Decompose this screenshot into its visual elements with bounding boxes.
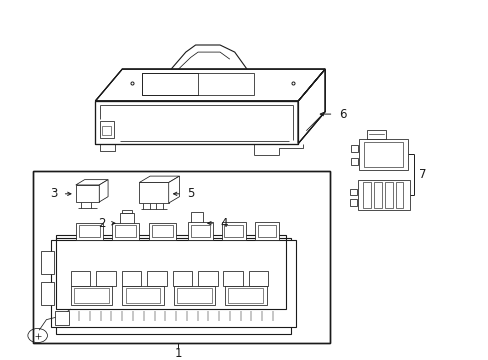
Bar — [115, 225, 136, 237]
Bar — [350, 145, 357, 152]
Text: 3: 3 — [50, 187, 58, 200]
Polygon shape — [56, 238, 290, 334]
Polygon shape — [139, 183, 168, 203]
Polygon shape — [139, 176, 179, 183]
Bar — [177, 288, 211, 303]
Text: 1: 1 — [174, 347, 182, 360]
Bar — [228, 288, 263, 303]
Bar — [142, 73, 198, 95]
Polygon shape — [95, 101, 298, 144]
Bar — [71, 285, 112, 305]
Polygon shape — [76, 180, 108, 185]
Polygon shape — [76, 185, 99, 202]
Bar — [395, 182, 403, 208]
Bar — [79, 225, 100, 237]
Bar — [349, 189, 356, 195]
Text: 2: 2 — [98, 217, 105, 230]
Bar — [221, 222, 245, 240]
Bar — [384, 182, 392, 208]
Bar — [152, 225, 173, 237]
Bar — [149, 223, 176, 240]
Bar — [122, 285, 163, 305]
Bar — [125, 288, 160, 303]
Text: 6: 6 — [338, 108, 346, 121]
Bar — [102, 126, 111, 135]
Bar — [254, 222, 279, 240]
Bar — [366, 130, 386, 139]
Bar — [223, 271, 243, 286]
Bar — [41, 282, 54, 305]
Bar — [112, 223, 139, 240]
Text: 4: 4 — [220, 217, 227, 230]
Bar — [33, 171, 329, 343]
Bar — [358, 180, 409, 210]
Bar — [147, 271, 166, 286]
Bar — [41, 251, 54, 274]
Polygon shape — [298, 69, 325, 144]
Bar — [224, 285, 266, 305]
Bar — [364, 143, 403, 167]
Bar — [190, 212, 203, 229]
Bar — [172, 271, 192, 286]
Bar — [248, 271, 268, 286]
Bar — [350, 158, 357, 165]
Bar — [191, 225, 209, 237]
Bar — [122, 271, 141, 286]
Bar — [74, 288, 109, 303]
Bar — [359, 139, 407, 170]
Bar — [363, 182, 370, 208]
Bar — [51, 240, 295, 327]
Polygon shape — [168, 176, 179, 203]
Bar — [349, 199, 356, 206]
Bar — [188, 222, 212, 240]
Bar — [100, 121, 114, 138]
Bar — [55, 311, 69, 325]
Bar — [120, 213, 134, 227]
Polygon shape — [99, 180, 108, 202]
Bar — [142, 73, 254, 95]
Bar — [56, 235, 285, 309]
Bar — [96, 271, 116, 286]
Polygon shape — [95, 69, 325, 144]
Text: 7: 7 — [418, 168, 426, 181]
Bar — [33, 171, 329, 343]
Bar — [76, 223, 102, 240]
Bar — [122, 210, 132, 213]
Bar — [373, 182, 381, 208]
Bar — [71, 271, 90, 286]
Polygon shape — [95, 69, 325, 101]
Text: 5: 5 — [186, 187, 194, 200]
Bar — [173, 285, 215, 305]
Bar — [257, 225, 276, 237]
Bar — [224, 225, 243, 237]
Bar — [198, 271, 217, 286]
